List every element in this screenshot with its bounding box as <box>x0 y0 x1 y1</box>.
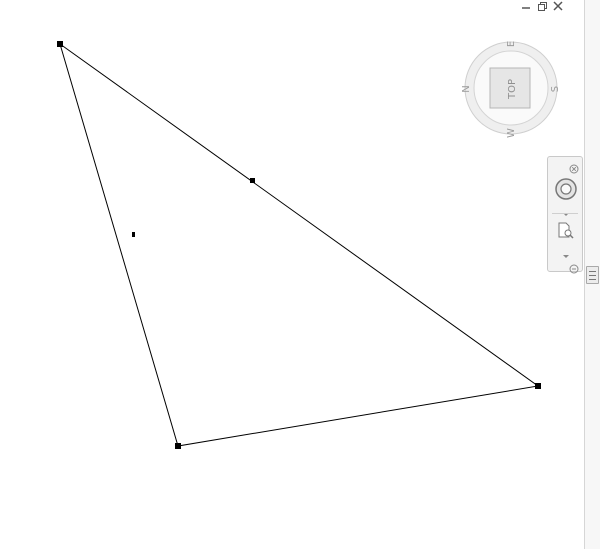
compass-west[interactable]: W <box>506 128 517 138</box>
triangle-shape[interactable] <box>59 42 540 447</box>
restore-icon[interactable] <box>536 1 548 11</box>
navigation-bar <box>547 156 583 274</box>
grip-vertex-bottom[interactable] <box>175 443 181 449</box>
navbar-separator <box>552 213 578 214</box>
zoom-dropdown-icon[interactable] <box>561 246 571 258</box>
compass-east[interactable]: E <box>506 41 517 47</box>
cursor-point <box>132 232 135 237</box>
steering-wheel-icon[interactable] <box>554 177 578 201</box>
compass-north[interactable]: N <box>461 85 472 92</box>
navbar-options-icon[interactable] <box>569 259 579 274</box>
grip-midpoint-edge[interactable] <box>250 178 255 183</box>
viewcube[interactable]: TOP E S W N <box>460 36 562 140</box>
grip-vertex-right[interactable] <box>535 383 541 389</box>
navbar-close-icon[interactable] <box>569 159 579 174</box>
viewcube-face-label: TOP <box>507 79 518 100</box>
viewcube-face[interactable] <box>489 67 531 109</box>
scrollbar-thumb[interactable] <box>586 266 599 284</box>
thumb-grip-line <box>589 271 596 272</box>
grip-vertex-top-left[interactable] <box>57 41 63 47</box>
drawing-canvas[interactable] <box>0 0 584 549</box>
compass-south[interactable]: S <box>550 86 561 92</box>
window-controls <box>520 0 564 12</box>
drawing-viewport[interactable]: TOP E S W N <box>0 0 584 549</box>
vertical-scrollbar[interactable] <box>584 0 600 549</box>
close-icon[interactable] <box>552 1 564 11</box>
thumb-grip-line <box>589 279 596 280</box>
steering-wheel-dropdown-icon[interactable] <box>561 204 571 216</box>
zoom-page-icon[interactable] <box>556 221 576 241</box>
minimize-icon[interactable] <box>520 1 532 11</box>
thumb-grip-line <box>589 275 596 276</box>
